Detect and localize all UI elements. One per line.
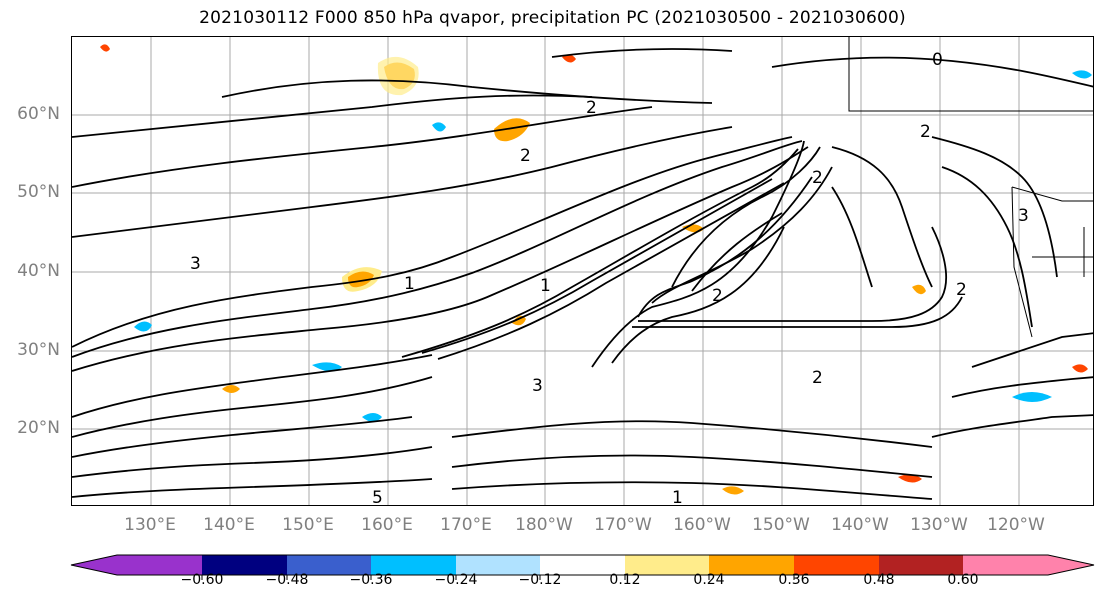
graticule [72, 37, 1093, 505]
colorbar-tick-label: 0.24 [693, 572, 725, 588]
lat-label-30n: 30°N [17, 340, 60, 360]
lat-label-60n: 60°N [17, 104, 60, 124]
colorbar-segment [963, 555, 1048, 575]
contour-label: 3 [532, 376, 543, 396]
contour-label: 0 [932, 50, 943, 70]
coastlines [848, 37, 1093, 338]
contour-label: 1 [404, 274, 415, 294]
contour-labels: 2 2 2 2 3 1 1 2 2 3 0 2 5 1 3 [190, 50, 1029, 506]
colorbar-segment [371, 555, 456, 575]
lon-label-150e: 150°E [282, 515, 334, 535]
colorbar-segment [456, 555, 540, 575]
colorbar-segment [709, 555, 794, 575]
contour-label: 2 [586, 98, 597, 118]
colorbar-tick-label: 0.48 [863, 572, 895, 588]
colorbar-tick-label: −0.60 [180, 572, 224, 588]
contour-label: 3 [190, 254, 201, 274]
colorbar-segment [287, 555, 371, 575]
colorbar-tick-label: −0.36 [349, 572, 393, 588]
colorbar-outline [70, 554, 1095, 576]
lat-label-50n: 50°N [17, 182, 60, 202]
lat-label-20n: 20°N [17, 418, 60, 438]
contour-label: 2 [712, 286, 723, 306]
colorbar-tick-label: 0.36 [778, 572, 810, 588]
colorbar-segment [71, 555, 117, 575]
lon-label-140e: 140°E [203, 515, 255, 535]
colorbar-segment [625, 555, 709, 575]
contour-label: 2 [812, 168, 823, 188]
colorbar-tick-label: −0.12 [518, 572, 562, 588]
lon-label-140w: 140°W [831, 515, 889, 535]
contour-label: 1 [672, 488, 683, 506]
lon-label-120w: 120°W [987, 515, 1045, 535]
colorbar-tick-label: 0.60 [947, 572, 979, 588]
colorbar-segment [879, 555, 963, 575]
colorbar-segment [1048, 555, 1094, 575]
lon-label-170w: 170°W [594, 515, 652, 535]
colorbar-segment [540, 555, 625, 575]
lon-label-170e: 170°E [440, 515, 492, 535]
map-panel: 2 2 2 2 3 1 1 2 2 3 0 2 5 1 3 [71, 36, 1094, 506]
contour-label: 5 [372, 488, 383, 506]
precip-shading [100, 44, 1092, 495]
lat-label-40n: 40°N [17, 261, 60, 281]
contour-label: 2 [956, 280, 967, 300]
colorbar [70, 554, 1095, 580]
qvapor-contours [72, 48, 1093, 500]
map-title: 2021030112 F000 850 hPa qvapor, precipit… [199, 8, 906, 28]
colorbar-ticks [201, 575, 964, 580]
contour-label: 2 [920, 122, 931, 142]
map-plot: 2 2 2 2 3 1 1 2 2 3 0 2 5 1 3 [72, 37, 1093, 506]
colorbar-tick-label: −0.24 [434, 572, 478, 588]
contour-label: 1 [540, 276, 551, 296]
colorbar-tick-label: −0.48 [265, 572, 309, 588]
colorbar-tick-label: 0.12 [609, 572, 641, 588]
lon-label-180w: 180°W [515, 515, 573, 535]
contour-label: 2 [520, 146, 531, 166]
contour-label: 3 [1018, 206, 1029, 226]
colorbar-segment [117, 555, 202, 575]
colorbar-segment [794, 555, 879, 575]
lon-label-150w: 150°W [752, 515, 810, 535]
lon-label-160w: 160°W [673, 515, 731, 535]
lon-label-130w: 130°W [910, 515, 968, 535]
lon-label-160e: 160°E [361, 515, 413, 535]
contour-label: 2 [812, 368, 823, 388]
lon-label-130e: 130°E [124, 515, 176, 535]
colorbar-segment [202, 555, 287, 575]
